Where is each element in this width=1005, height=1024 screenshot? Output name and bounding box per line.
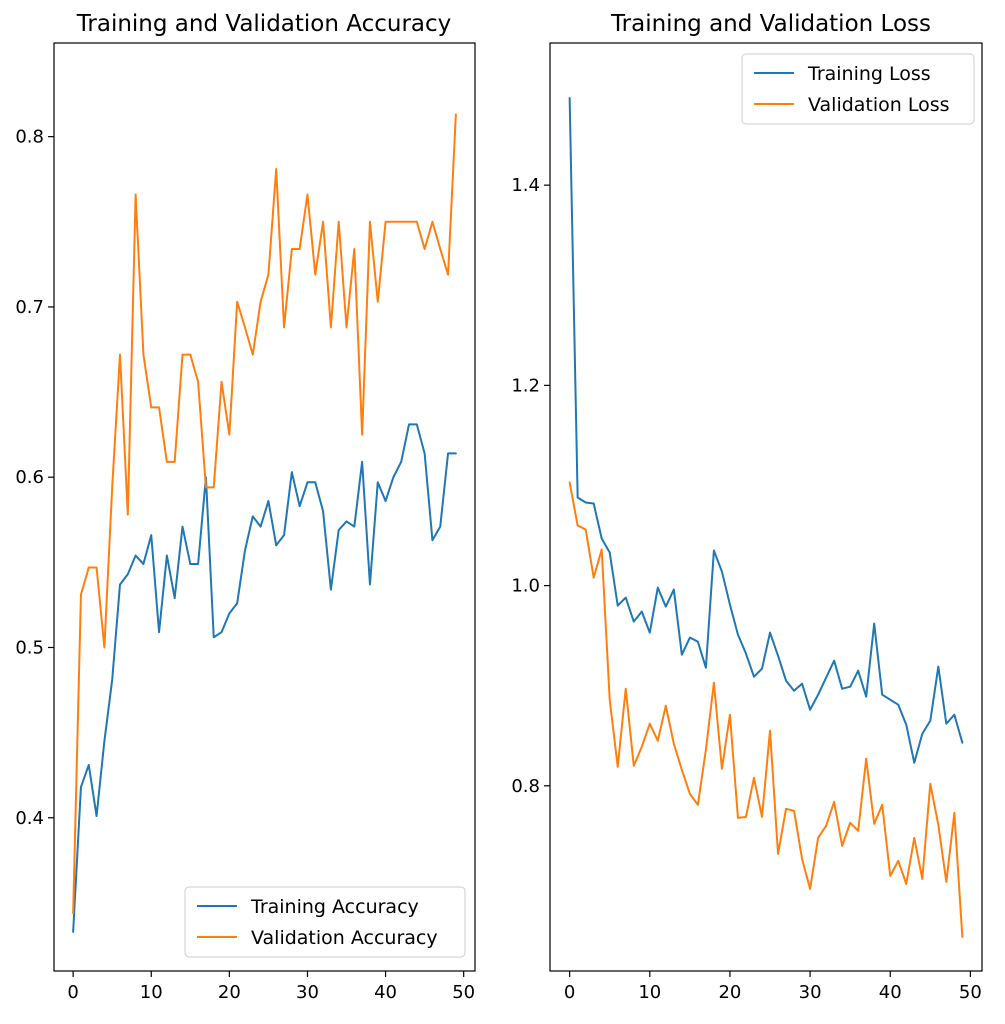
accuracy-legend-label-training: Training Accuracy bbox=[250, 896, 419, 918]
accuracy-series-line-validation bbox=[72, 113, 457, 915]
accuracy-x-tick-label: 20 bbox=[218, 982, 241, 1003]
loss-legend-label-validation: Validation Loss bbox=[808, 94, 950, 116]
accuracy-ticks-layer: 0 10 20 30 40 50 0.4 0.5 0.6 0.7 0.8 bbox=[15, 127, 475, 1003]
loss-y-tick-label: 1.4 bbox=[511, 175, 540, 196]
accuracy-x-tick-label: 50 bbox=[452, 982, 475, 1003]
accuracy-x-tick-label: 30 bbox=[296, 982, 319, 1003]
accuracy-y-tick-label: 0.7 bbox=[15, 297, 44, 318]
loss-x-tick-label: 10 bbox=[638, 982, 661, 1003]
loss-x-tick-label: 30 bbox=[799, 982, 822, 1003]
loss-legend-label-training: Training Loss bbox=[807, 63, 931, 85]
accuracy-x-tick-label: 40 bbox=[374, 982, 397, 1003]
accuracy-legend-label-validation: Validation Accuracy bbox=[251, 927, 438, 949]
accuracy-series-line-training bbox=[72, 423, 457, 933]
loss-chart-title: Training and Validation Loss bbox=[610, 11, 931, 37]
loss-series-layer bbox=[568, 97, 964, 938]
loss-series-line-validation bbox=[568, 481, 964, 938]
accuracy-x-tick-label: 0 bbox=[67, 982, 78, 1003]
loss-y-tick-label: 1.0 bbox=[511, 576, 540, 597]
loss-y-tick-label: 0.8 bbox=[511, 776, 540, 797]
accuracy-y-tick-label: 0.4 bbox=[15, 808, 44, 829]
accuracy-legend: Training Accuracy Validation Accuracy bbox=[184, 886, 466, 958]
loss-legend: Training Loss Validation Loss bbox=[741, 53, 975, 125]
loss-legend-box bbox=[741, 53, 975, 125]
accuracy-plot-frame bbox=[53, 42, 476, 972]
loss-series-line-training bbox=[568, 97, 964, 764]
accuracy-chart: Training and Validation Accuracy 0 10 20 30… bbox=[15, 11, 476, 1003]
accuracy-x-tick-label: 10 bbox=[140, 982, 163, 1003]
accuracy-y-tick-label: 0.5 bbox=[15, 637, 44, 658]
accuracy-y-tick-label: 0.8 bbox=[15, 127, 44, 148]
accuracy-y-tick-label: 0.6 bbox=[15, 467, 44, 488]
accuracy-series-layer bbox=[72, 113, 457, 933]
accuracy-chart-title: Training and Validation Accuracy bbox=[76, 11, 452, 37]
loss-y-tick-label: 1.2 bbox=[511, 375, 540, 396]
accuracy-legend-box bbox=[184, 886, 466, 958]
loss-x-tick-label: 0 bbox=[564, 982, 575, 1003]
loss-x-tick-label: 40 bbox=[879, 982, 902, 1003]
loss-x-tick-label: 50 bbox=[959, 982, 982, 1003]
loss-chart: Training and Validation Loss 0 10 20 30 40 50… bbox=[511, 11, 983, 1003]
loss-x-tick-label: 20 bbox=[718, 982, 741, 1003]
loss-plot-frame bbox=[549, 42, 983, 972]
loss-ticks-layer: 0 10 20 30 40 50 0.8 1.0 1.2 1.4 bbox=[511, 175, 981, 1003]
